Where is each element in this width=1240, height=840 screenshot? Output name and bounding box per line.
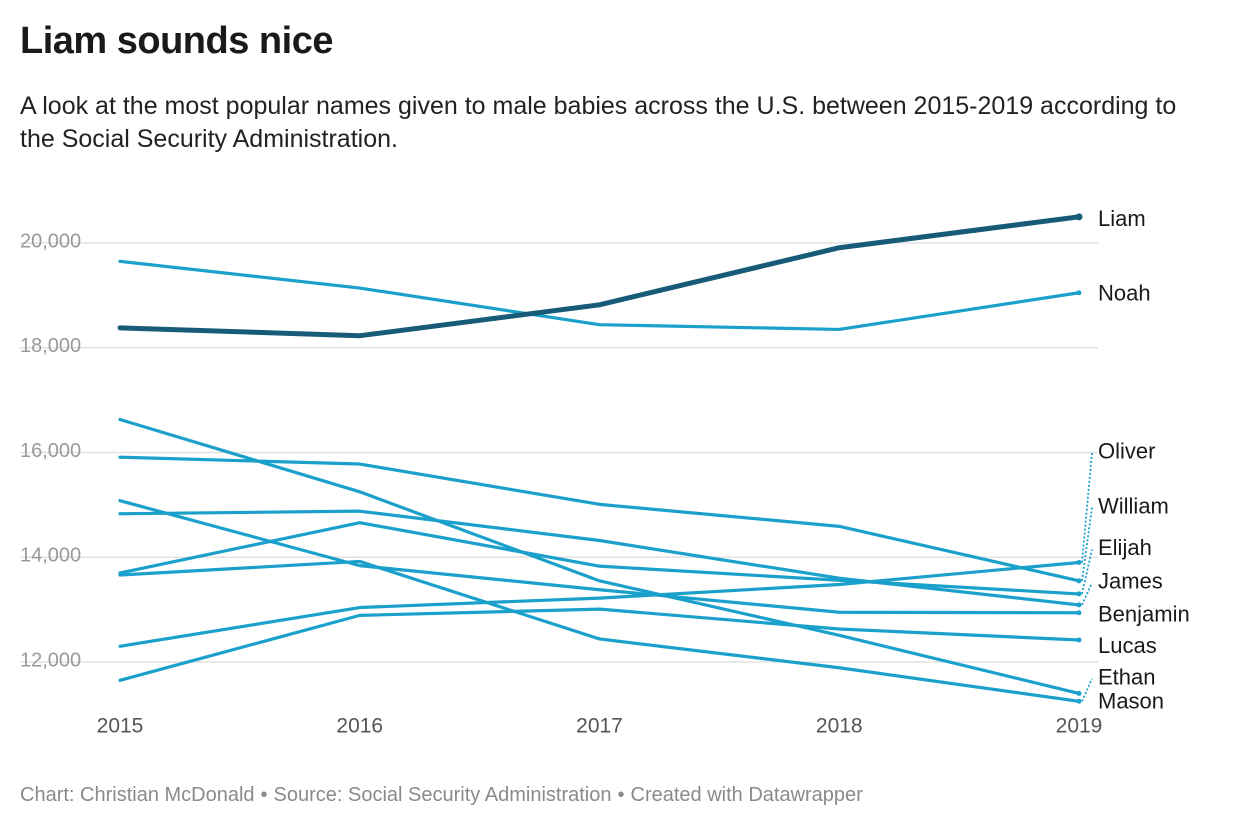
series-lines bbox=[117, 213, 1083, 704]
end-label-mason: Mason bbox=[1098, 689, 1164, 714]
footer-separator: • bbox=[617, 784, 625, 806]
y-axis-ticks: 12,000 14,000 16,000 18,000 20,000 bbox=[20, 230, 81, 671]
series-line-oliver bbox=[118, 560, 1081, 648]
series-endpoint-elijah bbox=[1076, 591, 1082, 597]
chart-footer: Chart: Christian McDonald • Source: Social… bbox=[20, 784, 863, 807]
leader-line-oliver bbox=[1081, 452, 1093, 563]
y-tick-label: 16,000 bbox=[20, 440, 81, 462]
series-line-ethan bbox=[118, 559, 1081, 703]
end-label-benjamin: Benjamin bbox=[1098, 602, 1190, 627]
end-label-lucas: Lucas bbox=[1098, 633, 1157, 658]
leader-line-james bbox=[1081, 582, 1093, 606]
leader-line-ethan bbox=[1081, 678, 1093, 702]
end-label-william: William bbox=[1098, 493, 1169, 518]
series-line-noah bbox=[118, 259, 1081, 332]
chart-title: Liam sounds nice bbox=[20, 20, 333, 62]
end-label-ethan: Ethan bbox=[1098, 665, 1156, 690]
y-tick-label: 20,000 bbox=[20, 230, 81, 252]
end-label-elijah: Elijah bbox=[1098, 535, 1152, 560]
footer-separator: • bbox=[260, 784, 268, 806]
label-leader-lines bbox=[1081, 452, 1093, 702]
series-endpoint-oliver bbox=[1076, 559, 1082, 565]
series-endpoint-benjamin bbox=[1076, 610, 1082, 616]
series-endpoint-liam bbox=[1075, 213, 1083, 221]
series-line-liam bbox=[117, 214, 1082, 339]
x-axis-ticks: 2015 2016 2017 2018 2019 bbox=[97, 715, 1103, 738]
series-line-benjamin bbox=[118, 499, 1081, 615]
series-endpoint-william bbox=[1076, 578, 1082, 584]
x-tick-label: 2015 bbox=[97, 715, 144, 738]
chart-subtitle: A look at the most popular names given t… bbox=[20, 92, 1177, 153]
x-tick-label: 2016 bbox=[336, 715, 383, 738]
source-note: Source: Social Security Administration bbox=[273, 784, 612, 806]
end-label-james: James bbox=[1098, 569, 1163, 594]
x-tick-label: 2017 bbox=[576, 715, 623, 738]
series-endpoint-lucas bbox=[1076, 637, 1082, 643]
series-line-mason bbox=[118, 417, 1081, 696]
created-with-note: Created with Datawrapper bbox=[630, 784, 863, 806]
series-line-william bbox=[118, 455, 1081, 583]
y-tick-label: 12,000 bbox=[20, 649, 81, 671]
series-endpoint-noah bbox=[1076, 290, 1082, 296]
leader-line-william bbox=[1081, 507, 1093, 581]
chart-credit: Chart: Christian McDonald bbox=[20, 784, 255, 806]
x-tick-label: 2018 bbox=[816, 715, 863, 738]
x-tick-label: 2019 bbox=[1056, 715, 1103, 738]
series-line-james bbox=[118, 509, 1081, 607]
series-endpoint-james bbox=[1076, 602, 1082, 608]
end-label-oliver: Oliver bbox=[1098, 438, 1155, 463]
y-tick-label: 18,000 bbox=[20, 335, 81, 357]
series-end-labels: Liam Noah Oliver William Elijah James Benjamin… bbox=[1098, 206, 1190, 714]
y-tick-label: 14,000 bbox=[20, 545, 81, 567]
series-line-elijah bbox=[118, 521, 1081, 596]
series-endpoint-mason bbox=[1076, 690, 1082, 696]
end-label-noah: Noah bbox=[1098, 281, 1151, 306]
series-endpoint-ethan bbox=[1076, 698, 1082, 704]
end-label-liam: Liam bbox=[1098, 206, 1146, 231]
series-line-lucas bbox=[118, 607, 1081, 682]
